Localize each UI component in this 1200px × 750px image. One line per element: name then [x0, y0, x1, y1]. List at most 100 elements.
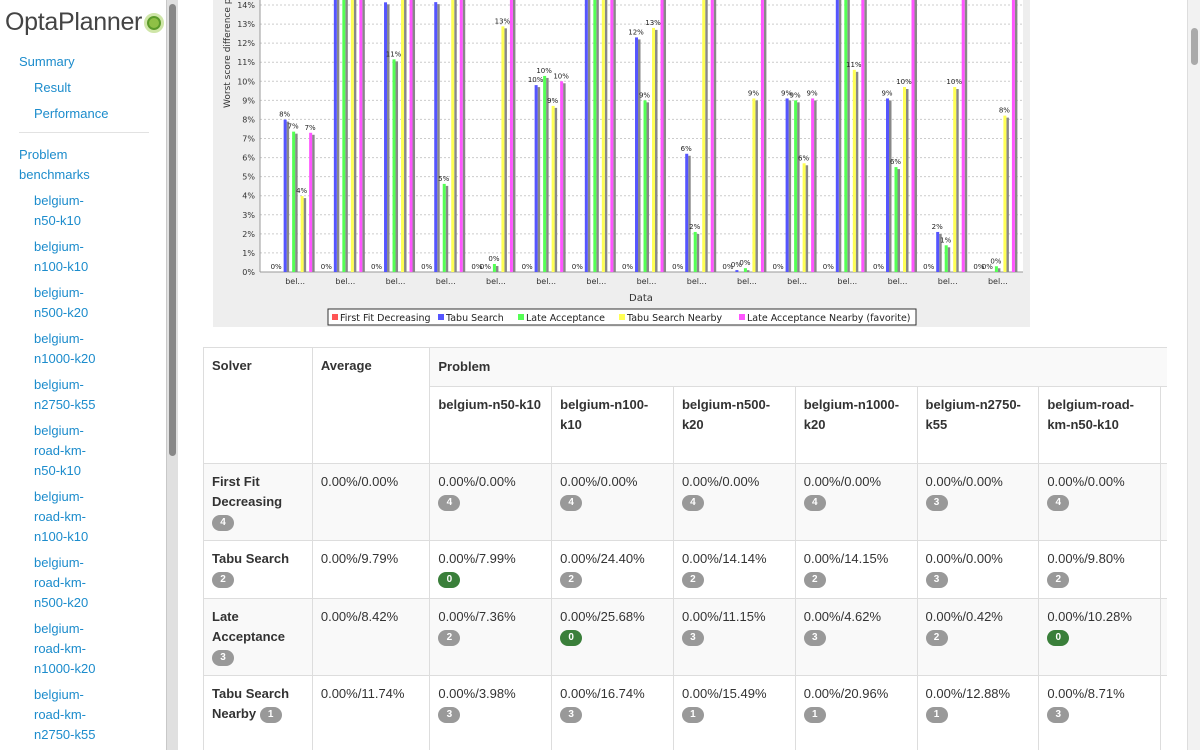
bar — [584, 0, 588, 272]
sidebar-scrollbar-thumb[interactable] — [169, 4, 176, 456]
y-tick-label: 13% — [237, 20, 255, 29]
legend-entry: Late Acceptance Nearby (favorite) — [747, 313, 911, 324]
nav-problem-link[interactable]: belgium-road-km-n1000-k20 — [19, 619, 154, 679]
bar-shadow — [696, 233, 700, 272]
bar — [501, 26, 505, 272]
legend-swatch — [438, 314, 444, 320]
nav-problem-link[interactable]: belgium-n500-k20 — [19, 283, 154, 323]
bar — [384, 2, 388, 273]
x-tick-label: bel... — [536, 277, 556, 286]
nav-problem-link[interactable]: belgium-road-km-n500-k20 — [19, 553, 154, 613]
nav-problem-link[interactable]: belgium-n1000-k20 — [19, 329, 154, 369]
problem-column-header[interactable]: belgium-n500-k20 — [672, 386, 796, 464]
nav-problem-link[interactable]: belgium-road-km-n100-k10 — [19, 487, 154, 547]
chart-legend: First Fit Decreasing Tabu Search Late Acce… — [327, 308, 917, 326]
result-cell: 0.00%/12.88% 1 — [916, 675, 1040, 750]
rank-badge: 4 — [438, 494, 461, 511]
result-cell: 0.00%/10.28% 0 — [1038, 598, 1162, 676]
bar-data-label: 0% — [873, 263, 884, 271]
nav-performance[interactable]: Performance — [34, 106, 109, 121]
nav-problem-link[interactable]: belgium-n100-k10 — [19, 237, 154, 277]
bar — [852, 69, 856, 272]
bar — [911, 0, 915, 272]
bar — [409, 0, 413, 272]
y-tick-label: 2% — [242, 230, 255, 239]
bar-data-label: 0% — [522, 263, 533, 271]
problem-column-header[interactable]: belgium-n50-k10 — [429, 386, 553, 464]
problem-column-header[interactable]: belgium-n2750-k55 — [916, 386, 1040, 464]
y-tick-label: 3% — [242, 211, 255, 220]
bar — [492, 263, 496, 272]
bar — [961, 0, 965, 272]
nav-problem-link[interactable]: belgium-road-km-n2750-k55 — [19, 685, 154, 745]
bar — [635, 37, 639, 272]
bar-shadow — [897, 169, 901, 272]
nav-problem-label: belgium-n100-k10 — [34, 239, 89, 274]
bar-data-label: 11% — [386, 50, 402, 58]
bar-data-label: 9% — [547, 97, 558, 105]
problem-column-header[interactable]: belgium-road-km-n100-k10 — [1160, 386, 1167, 464]
problem-column-header[interactable]: belgium-road-km-n50-k10 — [1038, 386, 1162, 464]
average-cell: 0.00%/0.00% — [311, 463, 431, 541]
result-value: 0.00%/7.36% — [438, 609, 516, 624]
x-tick-label: bel... — [938, 277, 958, 286]
bar-data-label: 0% — [471, 263, 482, 271]
bar-shadow — [688, 155, 691, 272]
sidebar-scrollbar[interactable] — [166, 0, 178, 750]
bar — [652, 27, 656, 273]
solver-cell: First Fit Decreasing 4 — [203, 463, 313, 541]
optaplanner-logo[interactable]: OptaPlanner — [5, 8, 165, 37]
bar-data-label: 0% — [321, 263, 332, 271]
result-value: 0.00%/12.88% — [925, 686, 1011, 701]
problem-benchmark-list: belgium-n50-k10 belgium-n100-k10 belgium-n… — [19, 191, 154, 745]
bar-data-label: 0% — [823, 263, 834, 271]
result-cell: 0.00%/0.00%4 — [551, 463, 674, 541]
page-scrollbar-thumb[interactable] — [1191, 28, 1198, 65]
bar — [953, 87, 957, 272]
result-value: 0.00%/0.00% — [803, 474, 882, 489]
page-scrollbar[interactable] — [1187, 0, 1200, 750]
rank-badge: 3 — [925, 571, 948, 588]
bar-shadow — [604, 0, 608, 272]
rank-badge: 3 — [803, 629, 826, 646]
legend-swatch — [518, 314, 524, 320]
x-tick-label: bel... — [737, 277, 757, 286]
problem-column-header[interactable]: belgium-n1000-k20 — [794, 386, 918, 464]
result-cell: 0.00%/0.00%4 — [672, 463, 796, 541]
bar-shadow — [295, 133, 298, 272]
nav-problem-benchmarks[interactable]: Problem benchmarks — [19, 147, 90, 182]
x-tick-label: bel... — [787, 277, 807, 286]
bar — [342, 0, 346, 272]
x-tick-label: bel... — [687, 277, 707, 286]
bar-shadow — [362, 0, 365, 272]
result-cell: 0.00%/7.99% 0 — [429, 540, 553, 599]
nav-problem-link[interactable]: belgium-n2750-k55 — [19, 375, 154, 415]
bar-data-label: 0% — [672, 263, 683, 271]
result-cell: 0.00%/20.96% 1 — [794, 675, 918, 750]
nav-problem-label: belgium-road-km-n50-k10 — [34, 423, 87, 478]
nav-problem-link[interactable]: belgium-road-km-n50-k10 — [19, 421, 154, 481]
result-cell: 0.00%/0.42% 2 — [916, 598, 1040, 676]
bar-shadow — [663, 0, 667, 272]
summary-table-container: Solver Average Problem belgium-n50-k10 be… — [203, 347, 1167, 750]
bar — [610, 0, 614, 272]
bar-shadow — [613, 0, 616, 272]
bar-shadow — [1006, 117, 1009, 272]
result-value: 0.00%/0.00% — [925, 551, 1003, 566]
problem-column-header[interactable]: belgium-n100-k10 — [551, 386, 674, 464]
result-value: 0.00%/10.28% — [1047, 609, 1132, 624]
bar — [702, 0, 706, 272]
bar-shadow — [353, 0, 357, 272]
bar-shadow — [997, 268, 1001, 272]
rank-badge: 1 — [259, 706, 282, 723]
bar — [752, 98, 756, 272]
nav-summary[interactable]: Summary — [19, 54, 75, 69]
bar-shadow — [855, 71, 859, 272]
bar-data-label: 0% — [982, 263, 993, 271]
nav-result[interactable]: Result — [34, 80, 71, 95]
result-cell: 0.00%/0.00%4 — [1160, 463, 1167, 541]
bar-data-label: 6% — [681, 145, 692, 153]
bar-data-label: 9% — [790, 91, 801, 99]
nav-problem-link[interactable]: belgium-n50-k10 — [19, 191, 154, 231]
bar-data-label: 13% — [645, 19, 661, 27]
